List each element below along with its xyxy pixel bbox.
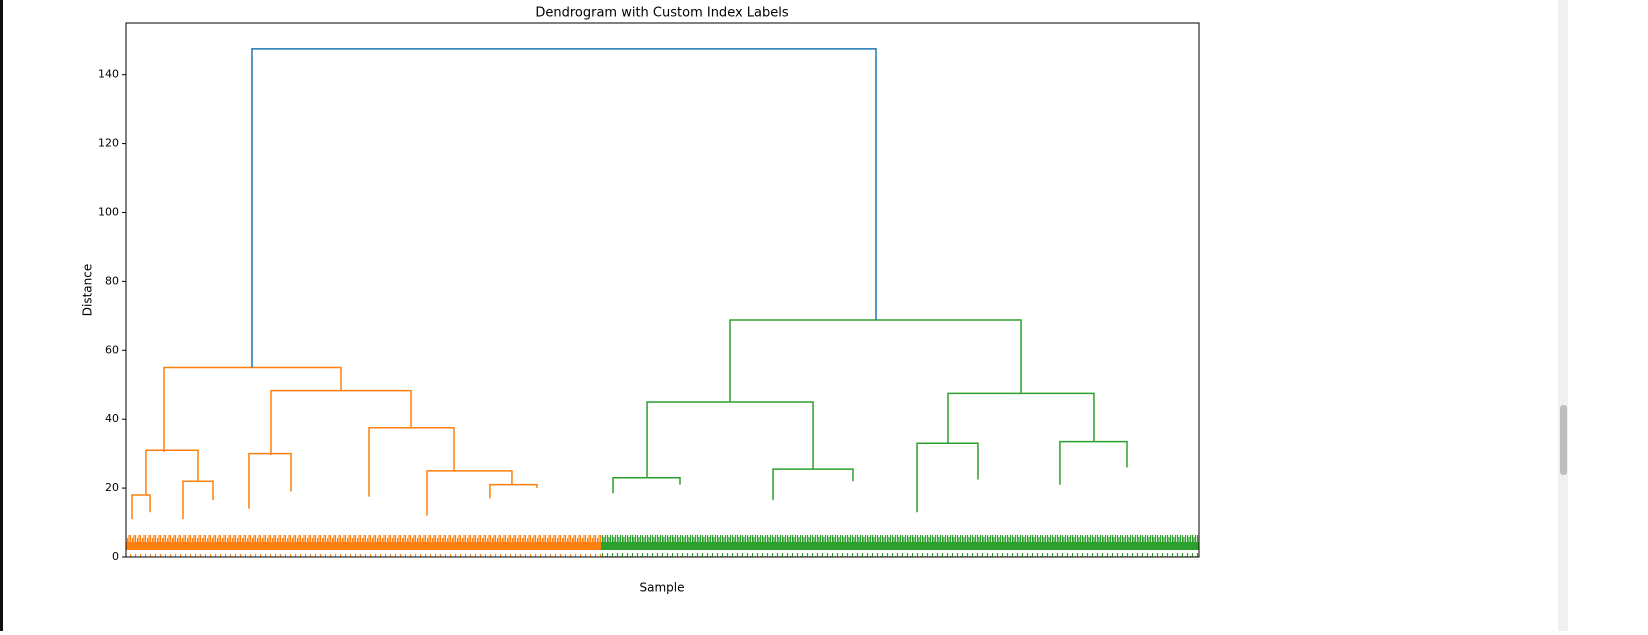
leaf-band	[601, 535, 1199, 557]
scrollbar-thumb[interactable]	[1560, 405, 1567, 475]
y-tick-label: 140	[98, 68, 119, 81]
dendrogram-link	[426, 470, 513, 516]
y-tick-label: 60	[105, 343, 119, 356]
dendrogram-link	[145, 449, 199, 495]
y-axis-label: Distance	[81, 264, 95, 316]
leaf-band	[126, 535, 601, 557]
dendrogram-link	[729, 319, 1022, 402]
dendrogram-link	[1059, 440, 1128, 485]
dendrogram-link	[646, 401, 814, 478]
dendrogram-link	[947, 392, 1095, 444]
scrollbar[interactable]	[1558, 0, 1568, 631]
dendrogram-link	[612, 477, 681, 494]
x-axis-label: Sample	[640, 581, 685, 595]
y-tick-label: 40	[105, 412, 119, 425]
dendrogram-link	[131, 494, 151, 520]
y-tick-label: 100	[98, 205, 119, 218]
dendrogram-link	[489, 483, 538, 499]
axes-frame	[125, 22, 1200, 558]
y-tick-label: 80	[105, 274, 119, 287]
dendrogram-link	[182, 480, 214, 520]
dendrogram-link	[270, 389, 412, 456]
y-tick-label: 0	[112, 550, 119, 563]
dendrogram-link	[163, 366, 342, 452]
dendrogram-link	[368, 427, 455, 497]
dendrogram-link	[251, 48, 877, 368]
dendrogram-link	[916, 442, 979, 513]
dendrogram-link	[772, 468, 854, 501]
y-tick-label: 120	[98, 137, 119, 150]
chart-title: Dendrogram with Custom Index Labels	[535, 6, 789, 21]
window-edge	[0, 0, 3, 631]
dendrogram-link	[248, 452, 292, 509]
y-tick-label: 20	[105, 481, 119, 494]
